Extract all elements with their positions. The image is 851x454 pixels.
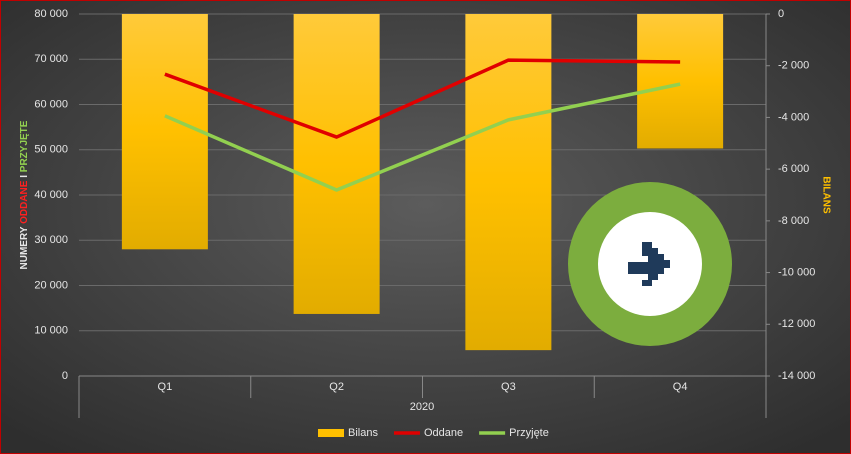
x-tick-label: Q1 xyxy=(158,381,173,393)
x-tick-label: Q4 xyxy=(673,381,688,393)
y2-tick-label: -10 000 xyxy=(778,266,815,278)
y-title-part: ODDANE xyxy=(19,180,30,224)
legend-label: Bilans xyxy=(348,427,378,439)
bar xyxy=(637,14,724,149)
bar xyxy=(121,14,208,250)
line-series xyxy=(164,82,681,192)
icon-arrow xyxy=(628,242,670,286)
y2-tick-label: -14 000 xyxy=(778,370,815,382)
legend-swatch xyxy=(318,429,344,437)
y-tick-label: 80 000 xyxy=(34,8,68,20)
group-label: 2020 xyxy=(410,401,434,413)
y-tick-label: 20 000 xyxy=(34,279,68,291)
y-tick-label: 10 000 xyxy=(34,325,68,337)
y2-tick-label: -2 000 xyxy=(778,60,809,72)
y-tick-label: 0 xyxy=(62,370,68,382)
legend-label: Przyjęte xyxy=(509,427,549,439)
y2-tick-label: -6 000 xyxy=(778,163,809,175)
y2-tick-label: 0 xyxy=(778,8,784,20)
bar xyxy=(293,14,380,314)
y2-tick-label: -8 000 xyxy=(778,215,809,227)
bar xyxy=(465,14,552,351)
y-title-part: I xyxy=(19,175,30,178)
y-tick-label: 40 000 xyxy=(34,189,68,201)
decoration-icon xyxy=(568,182,732,346)
y-tick-label: 50 000 xyxy=(34,144,68,156)
y-tick-label: 70 000 xyxy=(34,53,68,65)
y2-tick-label: -12 000 xyxy=(778,318,815,330)
y-title-part: PRZYJĘTE xyxy=(19,120,30,172)
x-tick-label: Q3 xyxy=(501,381,516,393)
y-tick-label: 60 000 xyxy=(34,98,68,110)
y-axis-title: NUMERY ODDANE I PRZYJĘTE xyxy=(19,120,30,269)
y-title-part: NUMERY xyxy=(19,226,30,269)
y2-axis-title: BILANS xyxy=(820,176,831,214)
x-tick-label: Q2 xyxy=(329,381,344,393)
y-tick-label: 30 000 xyxy=(34,234,68,246)
plot-area: 0 10 000 20 000 30 000 40 000 50 000 60 000 70 … xyxy=(34,8,815,418)
y2-tick-label: -4 000 xyxy=(778,111,809,123)
legend-label: Oddane xyxy=(424,427,463,439)
line-series xyxy=(164,58,681,139)
